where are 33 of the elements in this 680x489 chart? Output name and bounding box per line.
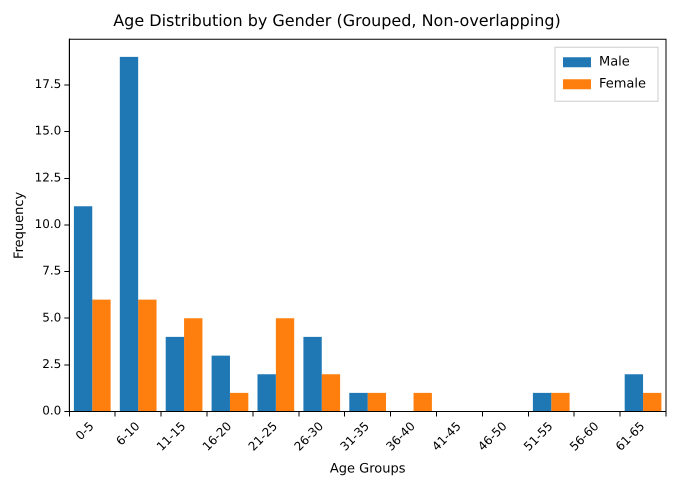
y-tick-label: 5.0 [42,310,62,324]
y-tick-label: 10.0 [34,217,62,232]
bar [212,356,230,412]
y-tick-label: 12.5 [34,170,62,184]
legend-label: Male [598,54,630,70]
bar [258,374,276,412]
bar [92,300,111,412]
bar [624,374,644,412]
x-axis-title: Age Groups [330,462,406,477]
y-tick-label: 2.5 [42,357,62,372]
bar [303,336,322,412]
bar [276,318,294,412]
bar [166,336,184,412]
y-tick-label: 17.5 [34,77,62,92]
bar [120,56,138,412]
bar [532,392,552,412]
x-tick-label: 0-5 [72,419,97,443]
bar [643,392,662,412]
y-axis-title: Frequency [12,192,28,259]
bar [184,318,202,412]
bar [368,392,386,412]
bar [74,206,92,412]
bar [414,392,432,412]
y-tick-label: 15.0 [34,124,62,138]
bar [551,392,570,412]
bar [230,392,248,412]
bar [322,374,340,412]
chart-title: Age Distribution by Gender (Grouped, Non-overlapping) [113,10,561,30]
legend-label: Female [598,76,646,92]
y-tick-label: 0.0 [42,404,62,418]
bar [349,392,368,412]
bar [138,300,157,412]
y-tick-label: 7.5 [42,264,62,278]
